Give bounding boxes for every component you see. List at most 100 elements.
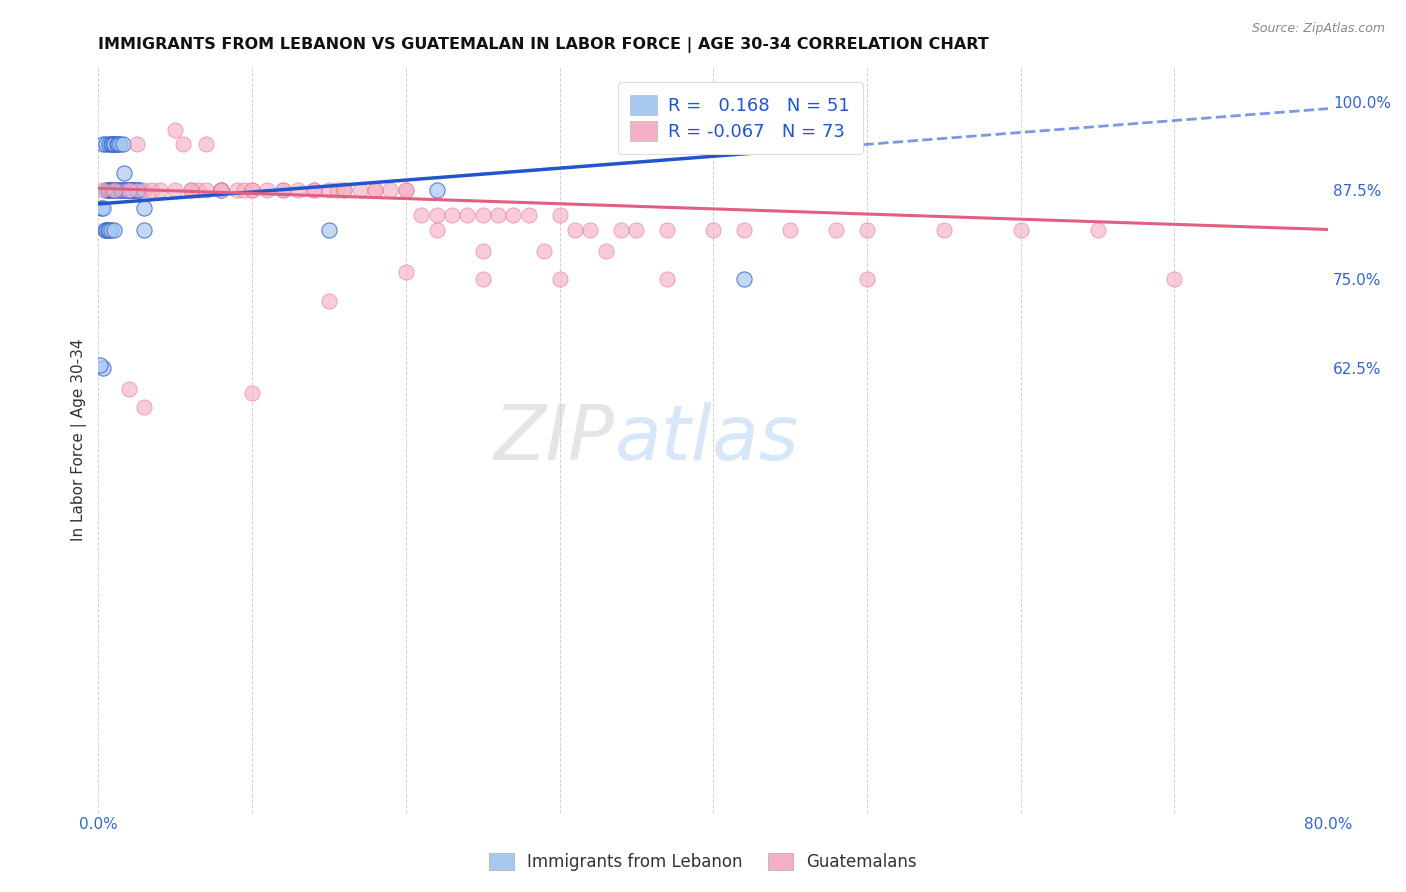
Point	[471, 208, 494, 222]
Point	[100, 222, 122, 236]
Point	[395, 183, 418, 197]
Point	[118, 383, 141, 397]
Point	[121, 183, 143, 197]
Point	[125, 137, 148, 152]
Point	[209, 183, 232, 197]
Point	[932, 222, 955, 236]
Point	[121, 183, 143, 197]
Point	[104, 183, 127, 197]
Point	[411, 208, 433, 222]
Point	[172, 137, 194, 152]
Point	[502, 208, 524, 222]
Point	[165, 183, 187, 197]
Point	[134, 401, 156, 415]
Point	[115, 183, 138, 197]
Point	[118, 183, 141, 197]
Point	[1087, 222, 1109, 236]
Point	[134, 183, 156, 197]
Point	[98, 183, 121, 197]
Point	[225, 183, 247, 197]
Point	[655, 272, 678, 286]
Point	[94, 183, 117, 197]
Point	[114, 166, 136, 180]
Point	[626, 222, 648, 236]
Point	[240, 183, 263, 197]
Point	[395, 183, 418, 197]
Point	[733, 272, 755, 286]
Point	[118, 183, 141, 197]
Point	[564, 222, 586, 236]
Point	[548, 272, 571, 286]
Point	[318, 183, 340, 197]
Point	[733, 222, 755, 236]
Text: atlas: atlas	[614, 402, 800, 476]
Point	[271, 183, 294, 197]
Point	[90, 201, 112, 215]
Point	[115, 183, 138, 197]
Legend: Immigrants from Lebanon, Guatemalans: Immigrants from Lebanon, Guatemalans	[481, 845, 925, 880]
Text: IMMIGRANTS FROM LEBANON VS GUATEMALAN IN LABOR FORCE | AGE 30-34 CORRELATION CHA: IMMIGRANTS FROM LEBANON VS GUATEMALAN IN…	[98, 37, 988, 54]
Point	[194, 183, 217, 197]
Point	[141, 183, 163, 197]
Point	[364, 183, 387, 197]
Point	[94, 137, 117, 152]
Point	[180, 183, 202, 197]
Point	[110, 183, 132, 197]
Point	[134, 201, 156, 215]
Point	[91, 183, 114, 197]
Point	[333, 183, 356, 197]
Point	[97, 222, 120, 236]
Point	[779, 222, 801, 236]
Point	[240, 386, 263, 401]
Point	[318, 222, 340, 236]
Text: Source: ZipAtlas.com: Source: ZipAtlas.com	[1251, 22, 1385, 36]
Point	[425, 208, 447, 222]
Point	[471, 272, 494, 286]
Point	[105, 137, 128, 152]
Point	[98, 222, 121, 236]
Point	[287, 183, 309, 197]
Point	[395, 265, 418, 279]
Point	[380, 183, 402, 197]
Point	[122, 183, 145, 197]
Point	[364, 183, 387, 197]
Point	[125, 183, 148, 197]
Point	[108, 137, 131, 152]
Point	[89, 358, 111, 372]
Point	[579, 222, 602, 236]
Point	[103, 183, 125, 197]
Point	[149, 183, 172, 197]
Point	[610, 222, 633, 236]
Point	[91, 137, 114, 152]
Point	[117, 183, 139, 197]
Point	[233, 183, 256, 197]
Point	[98, 137, 121, 152]
Point	[111, 183, 134, 197]
Point	[103, 137, 125, 152]
Point	[118, 183, 141, 197]
Point	[101, 137, 124, 152]
Point	[856, 272, 879, 286]
Point	[165, 123, 187, 137]
Point	[111, 137, 134, 152]
Point	[256, 183, 278, 197]
Point	[209, 183, 232, 197]
Point	[97, 183, 120, 197]
Legend: R =   0.168   N = 51, R = -0.067   N = 73: R = 0.168 N = 51, R = -0.067 N = 73	[617, 82, 863, 153]
Point	[91, 201, 114, 215]
Point	[91, 361, 114, 376]
Point	[333, 183, 356, 197]
Point	[302, 183, 325, 197]
Point	[595, 244, 617, 258]
Point	[108, 183, 131, 197]
Point	[440, 208, 463, 222]
Point	[302, 183, 325, 197]
Point	[825, 222, 848, 236]
Point	[103, 222, 125, 236]
Point	[240, 183, 263, 197]
Point	[533, 244, 555, 258]
Point	[180, 183, 202, 197]
Point	[425, 183, 447, 197]
Point	[134, 222, 156, 236]
Point	[103, 137, 125, 152]
